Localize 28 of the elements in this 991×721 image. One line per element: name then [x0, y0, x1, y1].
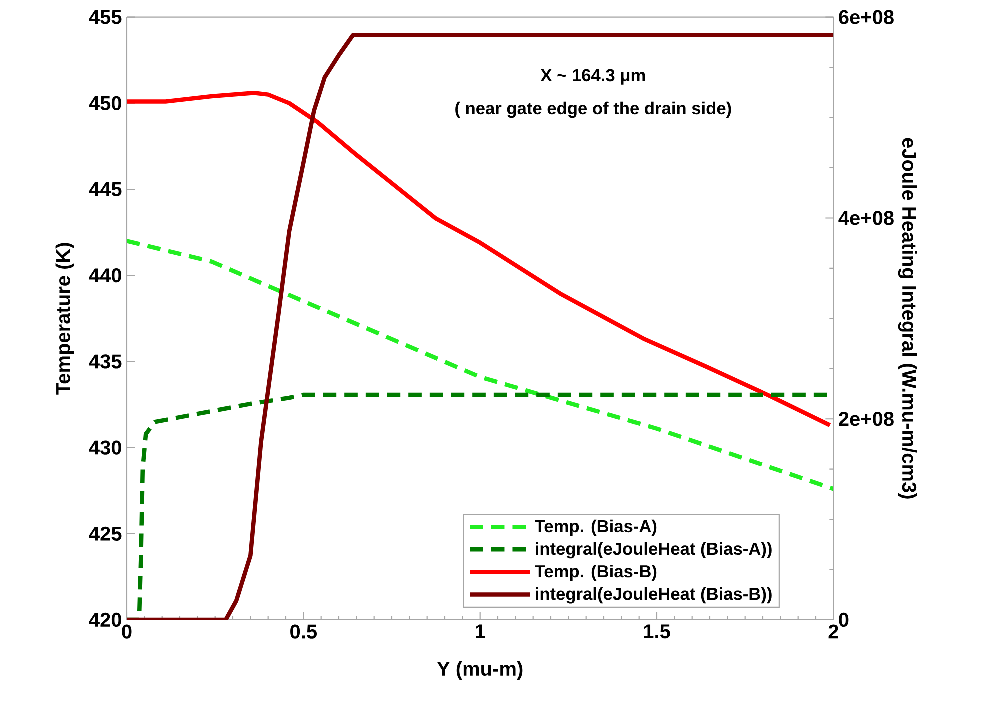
y2-tick-label: 6e+08	[839, 10, 894, 24]
y-tick-label: 430	[89, 440, 122, 455]
x-tick-label: 1.5	[644, 624, 670, 639]
line-series	[127, 90, 832, 428]
y-tick-label: 435	[89, 354, 122, 369]
x-tick-label: 2	[828, 624, 838, 639]
y-tick-label: 425	[89, 526, 122, 541]
y-tick-label: 450	[89, 96, 122, 110]
legend-label: integral(eJouleHeat (Bias-B))	[536, 588, 772, 604]
x-axis-title: Y (mu-m)	[437, 661, 523, 680]
y2-axis-title: eJoule Heating Integral (W.mu-m/cm3)	[898, 138, 918, 499]
y-tick-label: 445	[89, 182, 122, 196]
y2-tick-label: 0	[839, 612, 849, 628]
y-tick-label: 455	[89, 10, 122, 24]
legend-label: integral(eJouleHeat (Bias-A))	[536, 542, 772, 559]
line-series	[127, 239, 834, 492]
annotation: X ~ 164.3 μm	[540, 69, 646, 85]
y-axis-title: Temperature (K)	[56, 243, 74, 395]
y-tick-label: 420	[89, 612, 122, 628]
legend-label: Temp. (Bias-A)	[535, 520, 657, 536]
annotation: ( near gate edge of the drain side)	[456, 102, 732, 118]
y-tick-label: 440	[89, 268, 122, 283]
y2-tick-label: 2e+08	[839, 412, 894, 426]
x-tick-label: 1	[476, 624, 486, 638]
x-tick-label: 0	[122, 624, 132, 639]
y2-tick-label: 4e+08	[838, 211, 894, 226]
x-tick-label: 0.5	[290, 624, 318, 639]
legend-label: Temp. (Bias-B)	[535, 564, 657, 582]
